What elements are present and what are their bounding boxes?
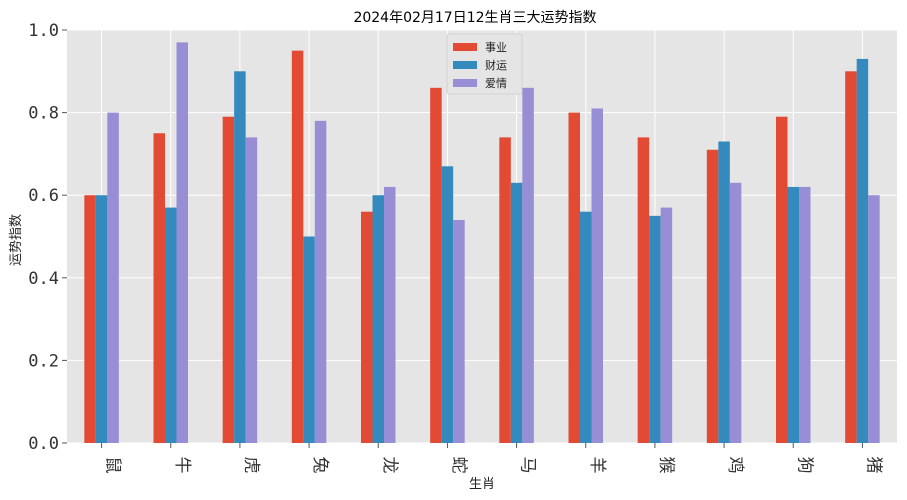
bar-财运-猴 [649,215,661,443]
x-tick-label: 兔 [310,457,330,474]
bar-事业-牛 [153,133,165,443]
bar-财运-龙 [372,195,384,443]
bar-事业-兔 [291,50,304,444]
bar-财运-兔 [303,236,315,443]
y-tick-label: 0.6 [28,186,59,206]
bar-爱情-鸡 [729,182,742,443]
bar-爱情-马 [522,87,534,443]
bar-财运-猪 [856,58,869,443]
y-tick-label: 0.8 [28,104,59,124]
plot-background [67,30,897,443]
x-tick-label: 鸡 [725,457,745,474]
bar-爱情-猴 [660,207,673,443]
bar-事业-蛇 [430,87,442,443]
bar-事业-虎 [222,116,235,443]
y-tick-label: 0.4 [28,269,59,289]
bar-事业-狗 [776,116,788,443]
x-tick-label: 狗 [794,457,814,474]
y-axis-ticks: 0.0 0.2 0.4 0.6 0.8 1.0 [28,21,67,454]
bar-爱情-狗 [799,186,811,443]
bar-爱情-羊 [591,108,603,443]
bar-事业-羊 [568,112,580,443]
legend-label: 财运 [485,58,507,72]
chart-title: 2024年02月17日12生肖三大运势指数 [353,10,596,26]
x-tick-label: 龙 [379,457,399,474]
x-tick-label: 羊 [587,457,607,474]
bar-事业-鼠 [84,195,96,443]
bar-财运-虎 [234,71,246,444]
legend-swatch [453,61,477,69]
legend-swatch [453,79,477,87]
bar-爱情-蛇 [453,219,465,443]
bar-财运-马 [510,182,523,443]
legend-swatch [453,43,477,51]
x-axis-ticks: 鼠牛虎兔龙蛇马羊猴鸡狗猪 [101,443,883,474]
x-tick-label: 蛇 [448,457,468,474]
x-tick-label: 猴 [656,457,676,474]
bar-财运-羊 [580,211,592,443]
bar-财运-蛇 [441,166,454,444]
legend-label: 事业 [485,41,507,54]
bar-财运-狗 [787,186,799,443]
bar-事业-马 [499,137,511,443]
y-tick-label: 0.0 [28,434,59,454]
bar-财运-鸡 [718,141,730,443]
y-tick-label: 1.0 [28,21,59,41]
x-tick-label: 马 [518,457,538,474]
bar-爱情-猪 [868,195,880,443]
bar-财运-鼠 [95,195,108,443]
bars [84,42,880,444]
x-axis-label: 生肖 [469,477,495,492]
bar-事业-猪 [845,71,857,444]
y-tick-label: 0.2 [28,351,59,371]
bar-财运-牛 [165,207,177,443]
bar-爱情-龙 [384,186,396,443]
y-axis-label: 运势指数 [8,214,24,266]
x-tick-label: 猪 [863,457,883,474]
x-tick-label: 鼠 [103,457,123,474]
bar-事业-龙 [361,211,373,443]
bar-爱情-鼠 [107,112,119,443]
bar-事业-鸡 [706,149,719,443]
bar-爱情-牛 [176,42,188,443]
bar-爱情-兔 [314,120,327,444]
bar-爱情-虎 [245,137,258,443]
x-tick-label: 虎 [241,457,261,474]
bar-事业-猴 [637,137,650,443]
x-tick-label: 牛 [172,457,192,474]
legend-label: 爱情 [485,77,507,90]
